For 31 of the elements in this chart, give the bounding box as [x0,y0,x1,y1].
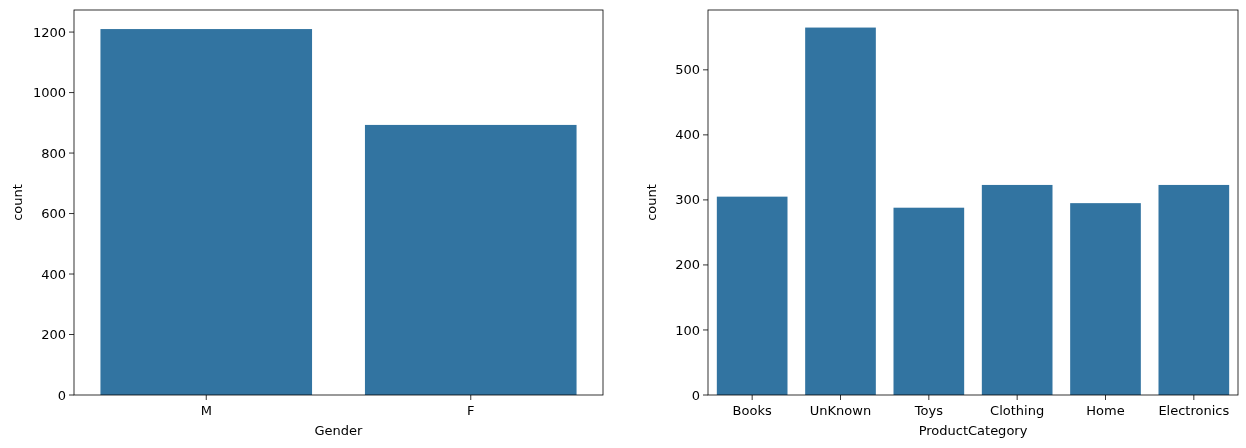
y-tick-label: 600 [41,206,66,222]
x-tick-label: Books [732,403,772,418]
x-axis-title: Gender [314,423,364,438]
bar [805,27,876,395]
bar [893,207,965,395]
bar [1070,203,1141,395]
y-tick-label: 1000 [32,85,66,101]
y-tick-label: 0 [691,387,700,403]
x-tick-label: Electronics [1158,403,1230,418]
y-tick-label: 400 [675,127,700,143]
y-tick-label: 0 [57,387,66,403]
x-tick-label: Toys [913,403,944,418]
y-axis-title: count [644,184,659,221]
y-tick-label: 400 [41,266,66,282]
bar [981,184,1053,395]
x-axis-title: ProductCategory [918,423,1028,438]
x-tick-label: UnKnown [809,403,872,418]
y-tick-label: 500 [675,62,700,78]
y-tick-label: 100 [675,322,700,338]
x-tick-label: Clothing [990,403,1045,418]
y-tick-label: 800 [41,145,66,161]
y-tick-label: 200 [41,327,66,343]
bar [1158,184,1230,395]
bar [716,196,788,395]
x-tick-label: M [200,403,212,418]
y-tick-label: 1200 [32,24,66,40]
y-axis-title: count [10,184,25,221]
y-tick-label: 200 [675,257,700,273]
x-tick-label: Home [1086,403,1125,418]
y-tick-label: 300 [675,192,700,208]
x-tick-label: F [467,403,475,418]
